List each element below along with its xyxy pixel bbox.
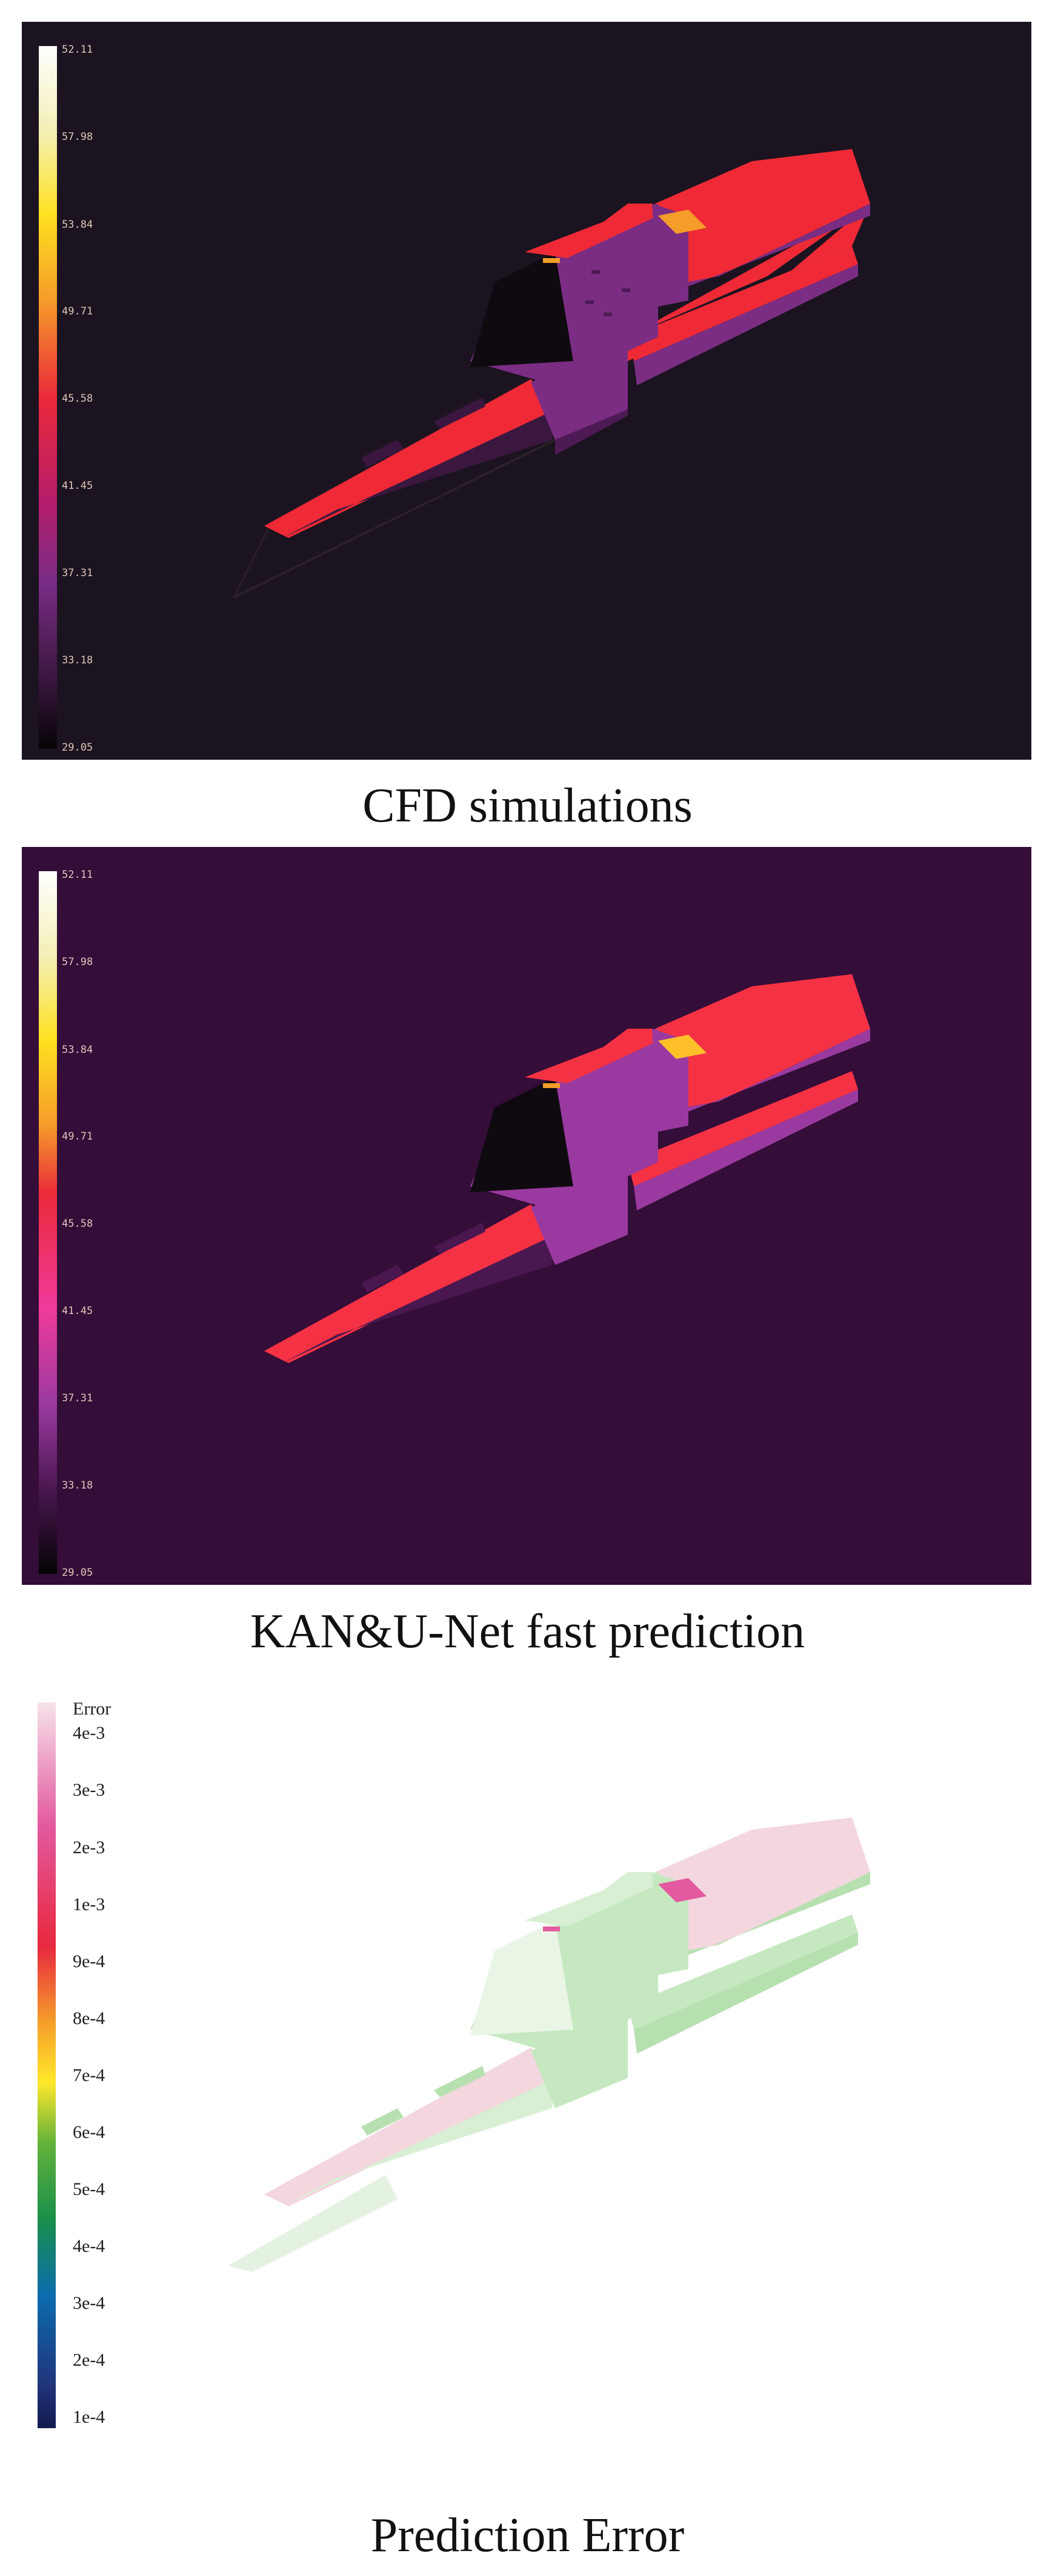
ship-temperature-render bbox=[233, 149, 870, 599]
colorbar-tick: 53.84 bbox=[62, 1044, 93, 1056]
ship-error-render bbox=[228, 1817, 870, 2272]
ship-prediction-render bbox=[264, 974, 870, 1363]
error-tick: 3e-3 bbox=[73, 1780, 105, 1800]
error-tick: 3e-4 bbox=[73, 2293, 105, 2313]
prediction-error-panel: Error 4e-3 3e-3 2e-3 1e-3 9e-4 8e-4 7e-4… bbox=[22, 1690, 1031, 2428]
error-tick: 2e-4 bbox=[73, 2350, 105, 2370]
ship-model bbox=[264, 974, 870, 1363]
colorbar-tick: 52.11 bbox=[62, 869, 93, 881]
colorbar-tick: 29.05 bbox=[62, 1567, 93, 1579]
colorbar-tick: 33.18 bbox=[62, 654, 93, 666]
ship-model bbox=[228, 1817, 870, 2272]
error-tick: 1e-3 bbox=[73, 1894, 105, 1914]
colorbar-tick: 57.98 bbox=[62, 956, 93, 968]
error-colorbar bbox=[38, 1702, 56, 2428]
error-tick: 1e-4 bbox=[73, 2407, 105, 2427]
colorbar-tick: 29.05 bbox=[62, 742, 93, 754]
error-tick: 9e-4 bbox=[73, 1951, 105, 1971]
colorbar-tick: 49.71 bbox=[62, 305, 93, 317]
error-scale-title: Error bbox=[73, 1699, 111, 1719]
panel-caption: CFD simulations bbox=[362, 779, 693, 832]
cfd-simulation-panel: 52.11 57.98 53.84 49.71 45.58 41.45 37.3… bbox=[22, 22, 1031, 760]
ship-model bbox=[233, 149, 870, 599]
colorbar-tick: 52.11 bbox=[62, 44, 93, 56]
temperature-colorbar bbox=[39, 871, 57, 1574]
colorbar-tick: 41.45 bbox=[62, 480, 93, 492]
colorbar-tick: 57.98 bbox=[62, 131, 93, 143]
error-tick: 7e-4 bbox=[73, 2065, 105, 2085]
error-tick: 2e-3 bbox=[73, 1837, 105, 1857]
colorbar-tick: 41.45 bbox=[62, 1305, 93, 1317]
temperature-colorbar bbox=[39, 46, 57, 749]
colorbar-tick: 49.71 bbox=[62, 1130, 93, 1143]
error-tick: 8e-4 bbox=[73, 2008, 105, 2028]
error-tick: 4e-4 bbox=[73, 2236, 105, 2256]
colorbar-tick: 45.58 bbox=[62, 393, 93, 405]
panel-caption: Prediction Error bbox=[370, 2509, 685, 2562]
error-tick: 5e-4 bbox=[73, 2179, 105, 2199]
colorbar-tick: 45.58 bbox=[62, 1218, 93, 1230]
colorbar-tick: 37.31 bbox=[62, 1392, 93, 1404]
error-tick: 4e-3 bbox=[73, 1723, 105, 1743]
error-tick: 6e-4 bbox=[73, 2122, 105, 2142]
colorbar-tick: 33.18 bbox=[62, 1479, 93, 1492]
panel-caption: KAN&U-Net fast prediction bbox=[250, 1605, 805, 1658]
colorbar-tick: 37.31 bbox=[62, 567, 93, 579]
prediction-panel: 52.11 57.98 53.84 49.71 45.58 41.45 37.3… bbox=[22, 847, 1031, 1585]
colorbar-tick: 53.84 bbox=[62, 219, 93, 231]
